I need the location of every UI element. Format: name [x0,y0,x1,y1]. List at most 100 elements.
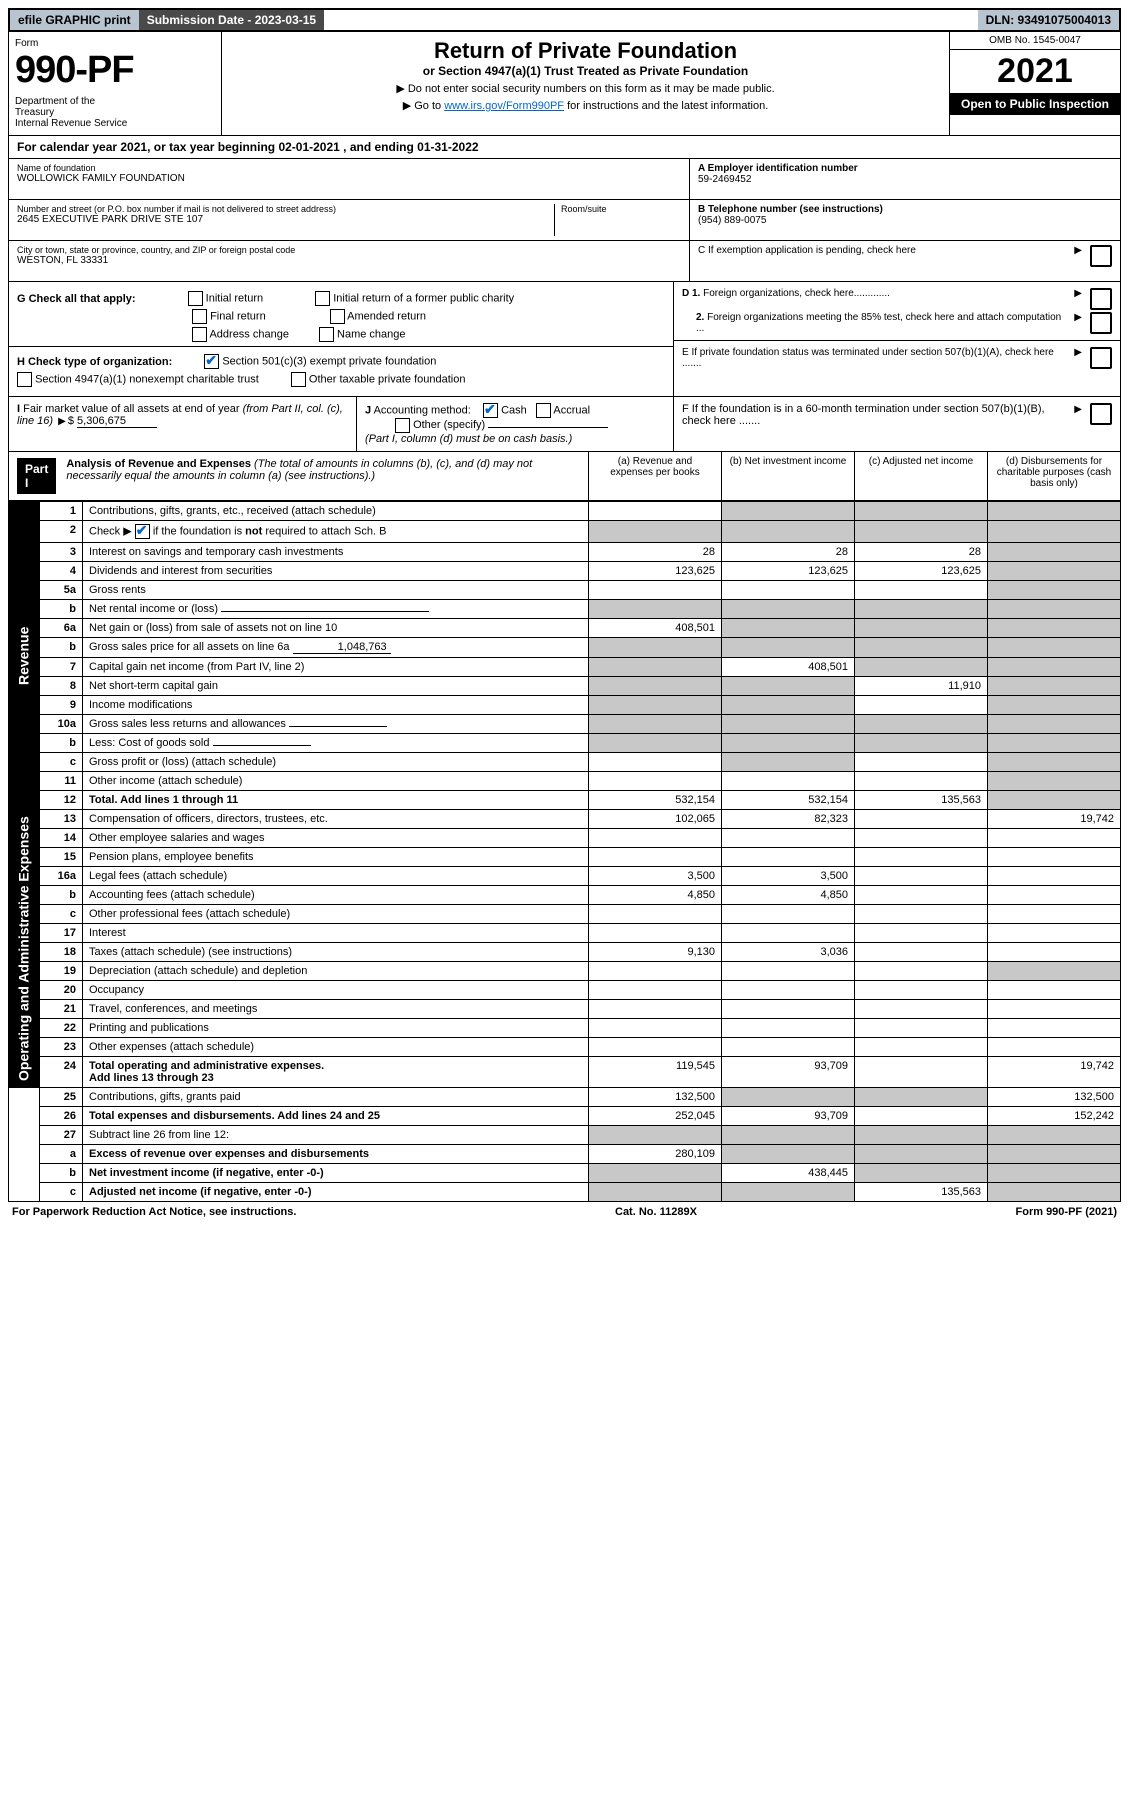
line-num: 26 [40,1107,83,1126]
line-num: 4 [40,562,83,581]
line-num: 14 [40,829,83,848]
line-4-desc: Dividends and interest from securities [83,562,589,581]
cash-label: Cash [501,404,527,416]
header-center: Return of Private Foundation or Section … [222,32,949,135]
r25-a: 132,500 [589,1088,722,1107]
line-num: 25 [40,1088,83,1107]
r16a-a: 3,500 [589,867,722,886]
line-25-desc: Contributions, gifts, grants paid [83,1088,589,1107]
line-27c-desc: Adjusted net income (if negative, enter … [83,1183,589,1202]
initial-former-checkbox[interactable] [315,291,330,306]
form990pf-link[interactable]: www.irs.gov/Form990PF [444,100,564,112]
col-d-header: (d) Disbursements for charitable purpose… [987,452,1120,500]
line-17-desc: Interest [83,924,589,943]
line-9-desc: Income modifications [83,696,589,715]
r24-d: 19,742 [988,1057,1121,1088]
r27b-b: 438,445 [722,1164,855,1183]
form-header: Form 990-PF Department of theTreasuryInt… [8,32,1121,136]
d2-checkbox[interactable] [1090,312,1112,334]
r6b-text: Gross sales price for all assets on line… [89,641,290,653]
line-10c-desc: Gross profit or (loss) (attach schedule) [83,753,589,772]
4947-checkbox[interactable] [17,372,32,387]
j-cell: J Accounting method: Cash Accrual Other … [357,397,674,451]
d1-checkbox[interactable] [1090,288,1112,310]
amended-return-label: Amended return [347,310,426,322]
r13-a: 102,065 [589,810,722,829]
other-taxable-label: Other taxable private foundation [309,373,466,385]
line-num: 3 [40,543,83,562]
c-checkbox[interactable] [1090,245,1112,267]
line-27-desc: Subtract line 26 from line 12: [83,1126,589,1145]
line-26-desc: Total expenses and disbursements. Add li… [83,1107,589,1126]
fmv-value: 5,306,675 [77,415,157,428]
ein-value: 59-2469452 [698,174,1112,185]
line-num: 17 [40,924,83,943]
part1-title: Analysis of Revenue and Expenses [66,458,251,470]
r8-c: 11,910 [855,677,988,696]
line-16a-desc: Legal fees (attach schedule) [83,867,589,886]
r6a-a: 408,501 [589,619,722,638]
cash-checkbox[interactable] [483,403,498,418]
e-row: E If private foundation status was termi… [674,340,1120,369]
g-label: G Check all that apply: [17,293,136,305]
f-checkbox[interactable] [1090,403,1112,425]
footer-right: Form 990-PF (2021) [1016,1206,1118,1218]
form-note-1: ▶ Do not enter social security numbers o… [262,82,909,95]
city-state-zip: WESTON, FL 33331 [17,255,681,266]
other-method-checkbox[interactable] [395,418,410,433]
col-b-header: (b) Net investment income [721,452,854,500]
line-21-desc: Travel, conferences, and meetings [83,1000,589,1019]
final-return-checkbox[interactable] [192,309,207,324]
other-method-label: Other (specify) [413,419,485,431]
sch-b-checkbox[interactable] [135,524,150,539]
r5b-text: Net rental income or (loss) [89,603,218,615]
name-change-label: Name change [337,328,406,340]
line-27a-desc: Excess of revenue over expenses and disb… [83,1145,589,1164]
omb-number: OMB No. 1545-0047 [950,32,1120,50]
arrow-icon [1072,347,1084,369]
name-change-checkbox[interactable] [319,327,334,342]
h-row-2: Section 4947(a)(1) nonexempt charitable … [17,372,665,387]
501c3-checkbox[interactable] [204,354,219,369]
line-num: c [40,905,83,924]
info-grid: Name of foundation WOLLOWICK FAMILY FOUN… [8,159,1121,282]
r18-b: 3,036 [722,943,855,962]
line-num: 7 [40,658,83,677]
form-label: Form [15,38,215,49]
street-address: 2645 EXECUTIVE PARK DRIVE STE 107 [17,214,554,225]
line-num: 5a [40,581,83,600]
line-num: c [40,753,83,772]
room-label: Room/suite [561,204,681,214]
tax-year: 2021 [950,50,1120,93]
line-12-desc: Total. Add lines 1 through 11 [83,791,589,810]
line-num: 15 [40,848,83,867]
d2-row: 2. Foreign organizations meeting the 85%… [682,312,1112,334]
g-row: G Check all that apply: Initial return I… [17,291,665,306]
address-change-checkbox[interactable] [192,327,207,342]
line-6b-desc: Gross sales price for all assets on line… [83,638,589,658]
h-label: H Check type of organization: [17,356,172,368]
e-checkbox[interactable] [1090,347,1112,369]
main-table: Revenue 1 Contributions, gifts, grants, … [8,501,1121,1202]
line-6a-desc: Net gain or (loss) from sale of assets n… [83,619,589,638]
r24-a: 119,545 [589,1057,722,1088]
line-num: b [40,734,83,753]
line-19-desc: Depreciation (attach schedule) and deple… [83,962,589,981]
exemption-pending-cell: C If exemption application is pending, c… [690,241,1120,281]
r4-c: 123,625 [855,562,988,581]
amended-return-checkbox[interactable] [330,309,345,324]
arrow-icon [1072,403,1084,445]
e-label: E If private foundation status was termi… [682,347,1072,369]
line-2-desc: Check ▶ if the foundation is not require… [83,521,589,543]
section-i-j-f: I Fair market value of all assets at end… [8,397,1121,452]
other-taxable-checkbox[interactable] [291,372,306,387]
initial-return-checkbox[interactable] [188,291,203,306]
part1-label: Part I [17,458,56,494]
line-num: 6a [40,619,83,638]
r26-d: 152,242 [988,1107,1121,1126]
g-row-2: Final return Amended return [17,309,665,324]
phone-value: (954) 889-0075 [698,215,1112,226]
r18-a: 9,130 [589,943,722,962]
accrual-checkbox[interactable] [536,403,551,418]
f-label: F If the foundation is in a 60-month ter… [682,403,1072,445]
